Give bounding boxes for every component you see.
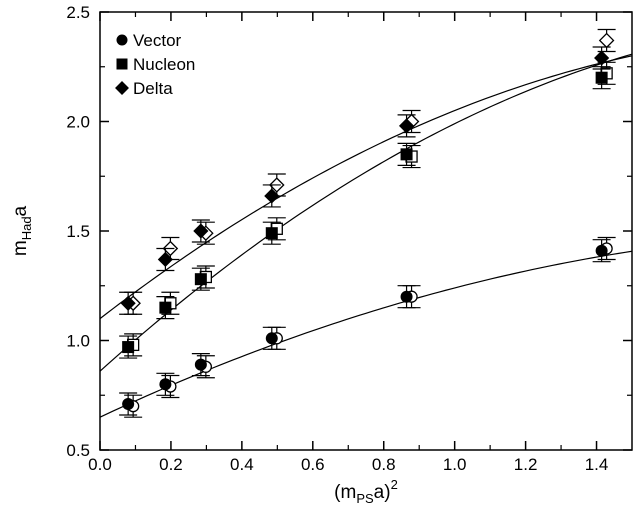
point-open-delta xyxy=(598,32,615,49)
axis-ticks: 0.0 0.2 0.4 0.6 0.8 1.0 1.2 1.4 0.5 1.0 1.5 2.0 2.5 xyxy=(66,3,632,474)
plot-frame xyxy=(99,11,633,451)
fit-curve-nucleon xyxy=(99,53,633,372)
legend-marker-delta xyxy=(115,81,129,95)
point-delta xyxy=(264,188,280,204)
legend-marker-nucleon xyxy=(116,58,128,70)
x-tick-label: 1.2 xyxy=(514,455,538,474)
point-vector xyxy=(194,358,207,371)
point-vector xyxy=(400,290,413,303)
legend-label-delta: Delta xyxy=(133,79,173,98)
legend-label-vector: Vector xyxy=(133,31,182,50)
point-vector xyxy=(265,332,278,345)
x-tick-label: 1.4 xyxy=(585,455,609,474)
point-delta xyxy=(193,223,209,239)
point-nucleon xyxy=(595,71,608,84)
point-nucleon xyxy=(400,148,413,161)
data-markers xyxy=(119,28,616,418)
x-tick-label: 0.2 xyxy=(159,455,183,474)
point-nucleon xyxy=(194,273,207,286)
point-delta xyxy=(157,251,173,268)
point-nucleon xyxy=(159,301,172,314)
point-delta xyxy=(594,50,610,66)
y-axis-label: mHada xyxy=(10,205,34,256)
point-delta xyxy=(120,295,136,311)
point-nucleon xyxy=(265,227,278,240)
y-tick-label: 1.5 xyxy=(66,222,90,241)
fit-curve-delta xyxy=(99,55,633,320)
point-vector xyxy=(122,398,135,411)
x-axis-label-base: (m xyxy=(334,482,356,503)
fit-curves xyxy=(99,53,633,418)
legend-marker-vector xyxy=(116,34,128,46)
point-nucleon xyxy=(122,341,135,354)
x-tick-label: 1.0 xyxy=(443,455,467,474)
x-axis-label-sup: 2 xyxy=(391,477,398,492)
y-tick-label: 2.5 xyxy=(66,3,90,22)
legend-label-nucleon: Nucleon xyxy=(133,55,195,74)
point-delta xyxy=(398,118,415,134)
point-vector xyxy=(159,378,172,391)
y-axis-label-sub: Had xyxy=(19,216,34,240)
x-axis-label-sub: PS xyxy=(356,491,374,506)
y-tick-label: 0.5 xyxy=(66,441,90,460)
y-tick-label: 2.0 xyxy=(66,113,90,132)
fit-curve-vector xyxy=(99,250,633,418)
legend: Vector Nucleon Delta xyxy=(115,31,195,98)
x-axis-label-tail: a) xyxy=(374,482,391,503)
y-axis-label-tail: a xyxy=(10,205,31,216)
point-vector xyxy=(595,244,608,257)
x-tick-label: 0.4 xyxy=(230,455,254,474)
x-tick-label: 0.8 xyxy=(372,455,396,474)
x-tick-label: 0.0 xyxy=(88,455,112,474)
x-axis-label: (mPSa)2 xyxy=(334,477,398,506)
x-tick-label: 0.6 xyxy=(301,455,325,474)
y-tick-label: 1.0 xyxy=(66,332,90,351)
y-axis-label-base: m xyxy=(10,240,31,256)
